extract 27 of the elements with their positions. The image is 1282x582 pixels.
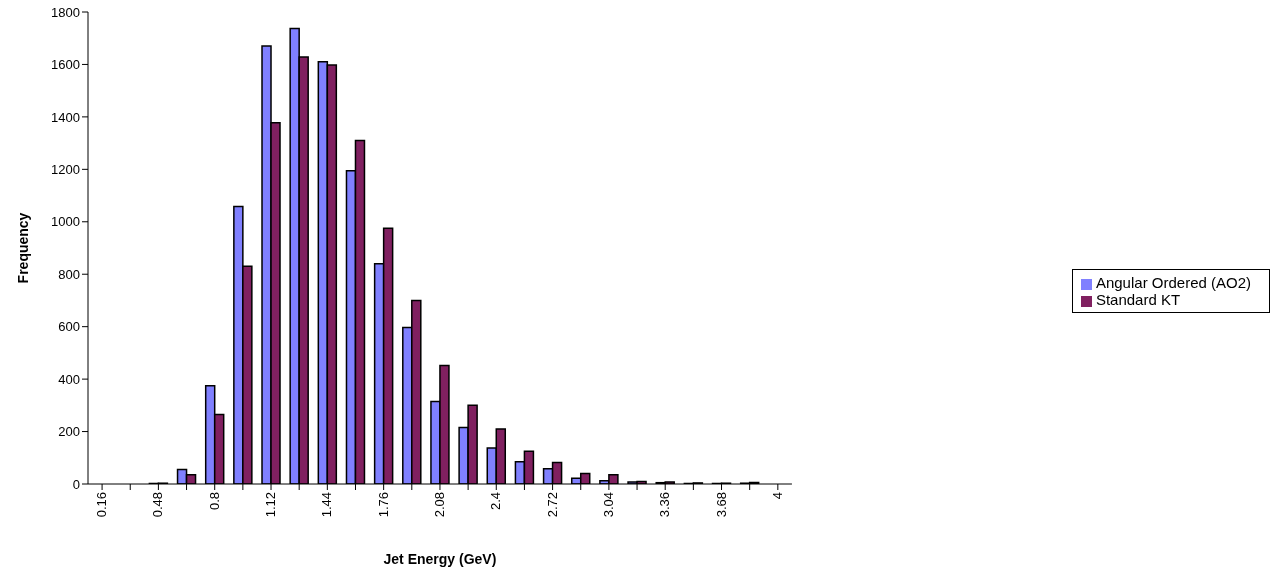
x-tick-label: 2.08 <box>431 492 447 518</box>
y-tick-label: 400 <box>58 371 80 387</box>
x-tick-label: 4 <box>769 492 785 500</box>
x-tick-label: 2.4 <box>488 492 504 511</box>
x-tick-label: 2.72 <box>544 492 560 518</box>
y-axis-title: Frequency <box>14 212 31 284</box>
x-axis-title: Jet Energy (GeV) <box>383 551 497 567</box>
x-tick-label: 3.04 <box>600 492 616 518</box>
y-tick-label: 1200 <box>51 161 80 177</box>
legend-label: Angular Ordered (AO2) <box>1095 274 1251 291</box>
legend-label: Standard KT <box>1095 291 1181 308</box>
x-tick-label: 3.36 <box>657 492 673 518</box>
x-tick-label: 0.48 <box>150 492 166 518</box>
x-tick-label: 0.8 <box>206 492 222 511</box>
y-tick-label: 1400 <box>51 109 80 125</box>
y-tick-label: 1000 <box>51 214 80 230</box>
y-tick-label: 1800 <box>51 4 80 20</box>
x-tick-label: 1.44 <box>319 492 335 518</box>
y-tick-label: 800 <box>58 266 80 282</box>
x-tick-label: 1.76 <box>375 492 391 518</box>
y-tick-label: 1600 <box>51 57 80 73</box>
x-tick-label: 1.12 <box>263 492 279 518</box>
x-tick-label: 0.16 <box>94 492 110 518</box>
y-tick-label: 600 <box>58 319 80 335</box>
y-tick-label: 0 <box>72 476 80 492</box>
x-tick-label: 3.68 <box>713 492 729 518</box>
y-tick-label: 200 <box>58 424 80 440</box>
